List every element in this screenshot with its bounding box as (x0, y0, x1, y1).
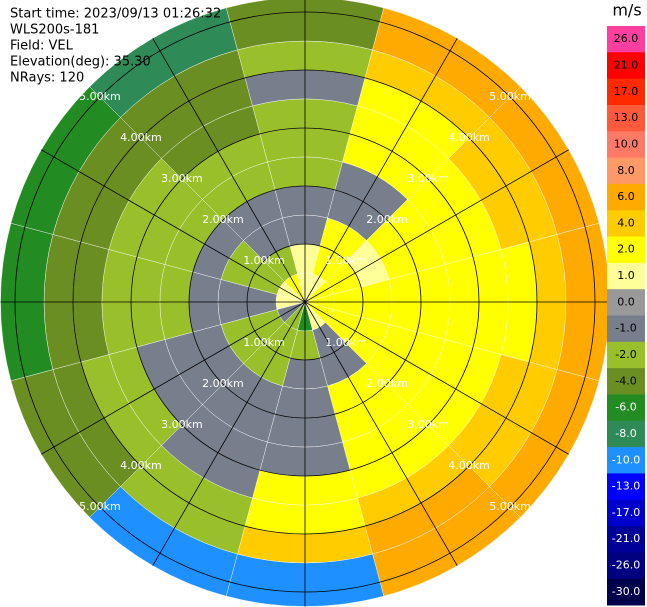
range-label: 3.00km (407, 172, 449, 185)
range-ring (72, 69, 538, 535)
colorbar-label: 8.0 (617, 164, 635, 177)
colorbar-label: 21.0 (614, 58, 639, 71)
colorbar-label: -6.0 (615, 401, 636, 414)
range-ring (14, 11, 596, 593)
colorbar-label: -13.0 (612, 480, 640, 493)
colorbar-block (607, 183, 645, 211)
colorbar-block (607, 131, 645, 159)
colorbar-label: -2.0 (615, 348, 636, 361)
colorbar-block (607, 447, 645, 474)
range-label: 1.00km (325, 254, 367, 267)
colorbar-label: -4.0 (615, 374, 636, 387)
range-label: 2.00km (366, 213, 408, 226)
range-label: 2.00km (366, 377, 408, 390)
range-label: 2.00km (202, 377, 244, 390)
colorbar-label: 6.0 (617, 190, 635, 203)
colorbar-block (607, 52, 645, 80)
colorbar-block (607, 210, 645, 238)
ppi-field (0, 0, 610, 607)
info-line: Field: VEL (10, 39, 74, 54)
colorbar-label: -1.0 (615, 322, 636, 335)
range-label: 5.00km (489, 500, 531, 513)
range-label: 2.00km (202, 213, 244, 226)
range-ring (246, 243, 364, 361)
spoke (152, 38, 458, 566)
colorbar-block (607, 289, 645, 316)
colorbar-block (607, 78, 645, 106)
range-label: 3.00km (161, 172, 203, 185)
range-label: 4.00km (448, 459, 490, 472)
colorbar-block (607, 341, 645, 369)
range-label: 3.00km (407, 418, 449, 431)
range-label: 4.00km (448, 131, 490, 144)
colorbar-label: -17.0 (612, 506, 640, 519)
colorbar-block (607, 315, 645, 343)
colorbar-label: 10.0 (614, 137, 639, 150)
info-line: NRays: 120 (10, 71, 84, 86)
colorbar-block (607, 262, 645, 290)
colorbar-label: -21.0 (612, 532, 640, 545)
overlay: 1.00km 1.00km 1.00km 1.00km 2.00km 2.00km 2.00… (0, 0, 610, 607)
info-line: Start time: 2023/09/13 01:26:32 (10, 7, 221, 22)
colorbar-block (607, 157, 645, 185)
colorbar-block (607, 526, 645, 553)
colorbar-label: 13.0 (614, 111, 639, 124)
range-label: 1.00km (325, 336, 367, 349)
colorbar-block (607, 368, 645, 395)
colorbar-label: 4.0 (617, 216, 635, 229)
colorbar-label: 1.0 (617, 269, 635, 282)
colorbar-block (607, 499, 645, 527)
colorbar-label: -8.0 (615, 427, 636, 440)
colorbar-label: 26.0 (614, 32, 639, 45)
colorbar-label: -26.0 (612, 559, 640, 572)
info-line: WLS200s-181 (10, 23, 99, 38)
range-label: 1.00km (243, 336, 285, 349)
colorbar-label: -30.0 (612, 585, 640, 598)
colorbar-label: 17.0 (614, 85, 639, 98)
colorbar-label: 2.0 (617, 243, 635, 256)
colorbar-block (607, 552, 645, 580)
colorbar-block (607, 104, 645, 132)
colorbar-block (607, 578, 645, 606)
colorbar-block (607, 236, 645, 264)
colorbar-block (607, 394, 645, 422)
colorbar-block (607, 26, 645, 53)
velocity-cell (89, 7, 238, 118)
range-ring (188, 185, 422, 419)
range-label: 1.00km (243, 254, 285, 267)
range-label: 5.00km (79, 500, 121, 513)
range-label: 4.00km (120, 131, 162, 144)
range-label: 5.00km (489, 90, 531, 103)
info-line: Elevation(deg): 35.30 (10, 55, 151, 70)
colorbar-label: 0.0 (617, 295, 635, 308)
colorbar-block (607, 420, 645, 448)
range-ring (130, 127, 480, 477)
colorbar-label: -10.0 (612, 453, 640, 466)
colorbar-block (607, 473, 645, 501)
range-label: 4.00km (120, 459, 162, 472)
colorbar-unit: m/s (612, 1, 641, 20)
range-label: 5.00km (79, 90, 121, 103)
range-label: 3.00km (161, 418, 203, 431)
